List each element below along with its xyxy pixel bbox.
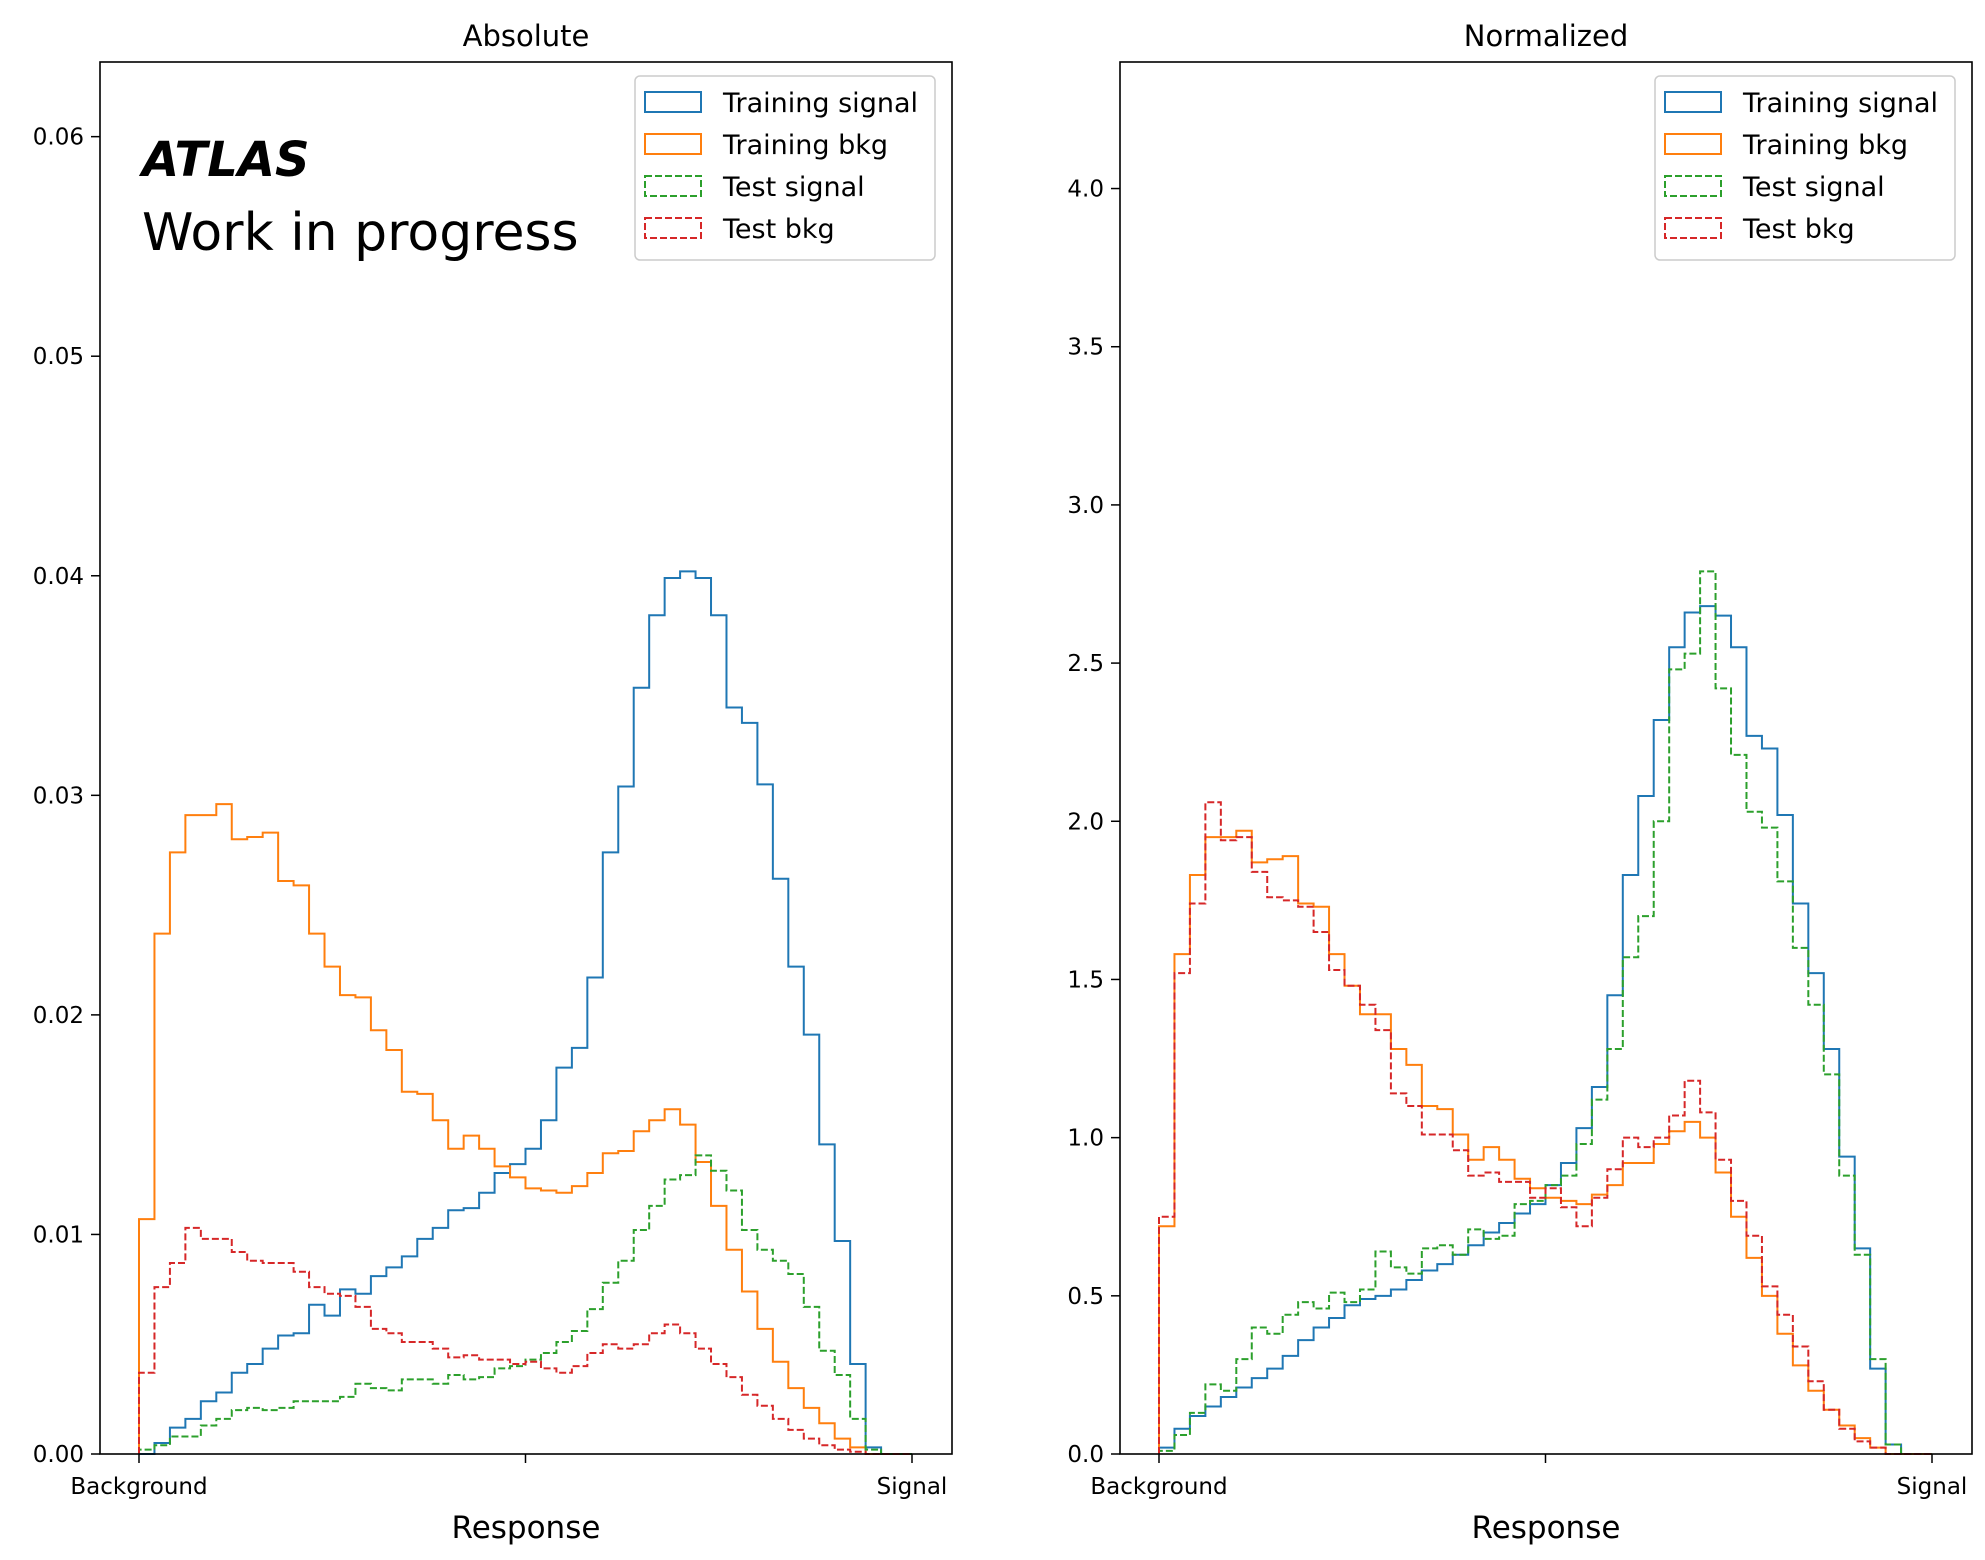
x-axis-label: Response [452,1510,601,1546]
y-tick-label: 0.02 [33,1003,84,1029]
legend-swatch [1664,217,1722,239]
panel-absolute: Absolute 0.00 0.01 0.02 0.03 0.04 0.05 0.06 Back… [33,19,953,1546]
x-axis-label: Response [1472,1510,1621,1546]
legend: Training signal Training bkg Test signal Te… [1654,75,1956,261]
series-line-test-signal [1158,570,1932,1455]
series-line-training-signal [1158,605,1932,1455]
legend: Training signal Training bkg Test signal Te… [634,75,936,261]
y-tick-label: 0.06 [33,125,84,151]
y-tick-label: 3.5 [1067,335,1104,361]
series-line-training-bkg [138,803,912,1455]
series-line-test-bkg [1158,801,1932,1455]
y-tick-label: 2.0 [1067,809,1104,835]
legend-swatch [1664,133,1722,155]
y-tick-label: 2.5 [1067,651,1104,677]
y-tick-label: 0.04 [33,564,84,590]
y-tick-label: 1.5 [1067,967,1104,993]
panel-normalized: Normalized 0.0 0.5 1.0 1.5 2.0 2.5 3.0 3.5 4.0 Bac… [1067,19,1973,1546]
legend-label: Training bkg [722,130,888,161]
y-tick-label: 0.0 [1067,1442,1104,1468]
legend-label: Training signal [1742,88,1938,119]
x-tick-label: Signal [877,1474,948,1500]
legend-label: Test bkg [722,214,835,245]
y-tick-label: 1.0 [1067,1126,1104,1152]
series-line-training-signal [139,570,912,1455]
x-tick-label: Signal [1897,1474,1968,1500]
legend-swatch [1664,175,1722,197]
y-tick-label: 0.05 [33,344,84,370]
x-tick-label: Background [70,1474,207,1500]
status-label: Work in progress [142,203,579,263]
series-line-test-signal [138,1154,912,1455]
x-tick-label: Background [1090,1474,1227,1500]
legend-label: Training bkg [1742,130,1908,161]
y-tick-label: 0.01 [33,1222,84,1248]
legend-label: Test signal [1742,172,1885,203]
series-line-test-bkg [138,1226,912,1455]
legend-box [1654,75,1956,261]
y-tick-label: 0.5 [1067,1284,1104,1310]
legend-swatch [644,91,702,113]
legend-swatch [644,217,702,239]
y-tick-label: 4.0 [1067,177,1104,203]
y-tick-label: 0.00 [33,1442,84,1468]
legend-swatch [1664,91,1722,113]
experiment-label: ATLAS [138,132,310,188]
legend-label: Training signal [722,88,918,119]
legend-box [634,75,936,261]
chart-title: Normalized [1464,19,1628,53]
legend-label: Test signal [722,172,865,203]
y-tick-label: 0.03 [33,783,84,809]
legend-swatch [644,133,702,155]
y-tick-label: 3.0 [1067,493,1104,519]
chart-title: Absolute [463,19,590,53]
legend-swatch [644,175,702,197]
legend-label: Test bkg [1742,214,1855,245]
